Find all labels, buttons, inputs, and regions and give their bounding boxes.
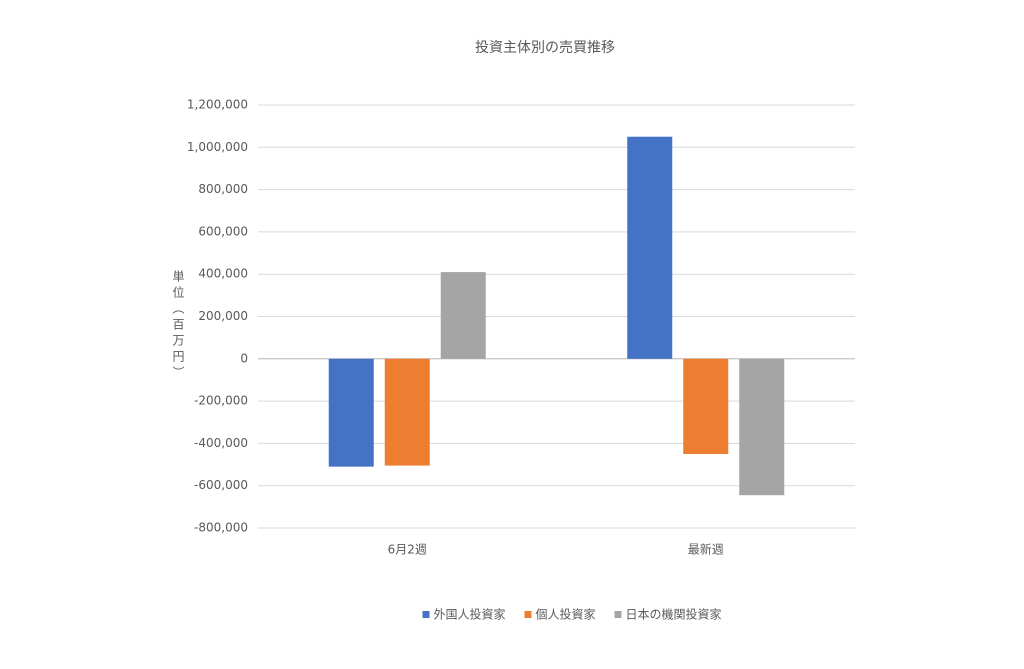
legend-label: 外国人投資家 xyxy=(434,607,506,622)
legend-swatch xyxy=(524,611,532,618)
x-tick-label: 最新週 xyxy=(688,542,724,557)
y-tick-label: 400,000 xyxy=(198,267,248,281)
legend-swatch xyxy=(422,611,430,618)
bar xyxy=(739,358,785,496)
bar xyxy=(384,358,430,466)
y-tick-label: 200,000 xyxy=(198,309,248,323)
legend-label: 個人投資家 xyxy=(536,607,596,622)
y-tick-label: 800,000 xyxy=(198,182,248,196)
bar xyxy=(440,272,486,359)
y-tick-label: 1,000,000 xyxy=(187,140,248,154)
y-tick-label: -400,000 xyxy=(194,436,248,450)
y-tick-label: 1,200,000 xyxy=(187,98,248,112)
bar xyxy=(627,136,673,359)
y-tick-label: -600,000 xyxy=(194,478,248,492)
y-tick-label: 0 xyxy=(240,351,248,365)
legend-swatch xyxy=(614,611,622,618)
x-tick-label: 6月2週 xyxy=(388,543,427,557)
y-axis-label: 単位（百万円） xyxy=(171,270,185,382)
legend-label: 日本の機関投資家 xyxy=(626,607,722,622)
y-tick-label: 600,000 xyxy=(198,224,248,238)
y-tick-label: -800,000 xyxy=(194,521,248,535)
bar xyxy=(683,358,729,454)
chart-title: 投資主体別の売買推移 xyxy=(475,40,615,56)
y-tick-label: -200,000 xyxy=(194,394,248,408)
bar xyxy=(328,358,374,467)
